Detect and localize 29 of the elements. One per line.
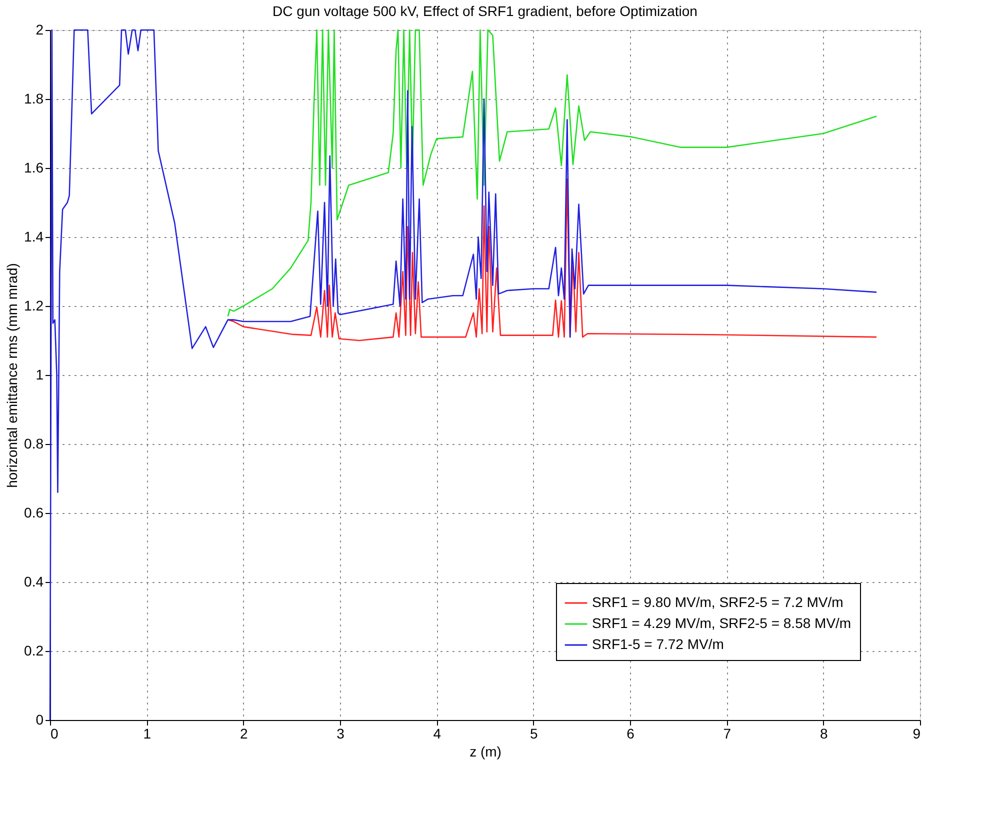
line-series (227, 178, 878, 342)
legend-label: SRF1 = 4.29 MV/m, SRF2-5 = 8.58 MV/m (592, 615, 852, 631)
y-tick-label: 0.6 (24, 504, 44, 520)
y-tick-label: 1.6 (24, 160, 44, 176)
y-tick-label: 2 (36, 22, 44, 38)
legend-label: SRF1-5 = 7.72 MV/m (592, 636, 724, 652)
x-tick-label: 7 (723, 726, 732, 742)
y-tick-label: 0.8 (24, 436, 44, 452)
x-tick-label: 5 (530, 726, 538, 742)
x-tick-label: 2 (240, 726, 248, 742)
line-series (227, 29, 878, 317)
y-tick-label: 1 (36, 366, 44, 382)
y-tick-label: 0.2 (24, 642, 44, 658)
y-tick-label: 1.2 (24, 298, 44, 314)
y-tick-label: 1.8 (24, 90, 44, 106)
chart-title: DC gun voltage 500 kV, Effect of SRF1 gradient, before Optimization (272, 3, 698, 19)
y-tick-label: 0.4 (24, 574, 44, 590)
y-axis-title: horizontal emittance rms (mm mrad) (4, 263, 20, 488)
x-tick-label: 3 (336, 726, 345, 742)
legend-label: SRF1 = 9.80 MV/m, SRF2-5 = 7.2 MV/m (592, 594, 844, 610)
x-tick-label: 4 (433, 726, 442, 742)
y-tick-label: 0 (36, 712, 44, 728)
x-axis-title: z (m) (470, 744, 502, 760)
x-tick-label: 1 (143, 726, 152, 742)
x-tick-label: 9 (912, 726, 921, 742)
x-tick-label: 6 (626, 726, 635, 742)
x-tick-label: 8 (820, 726, 828, 742)
x-tick-label: 0 (50, 726, 58, 742)
y-tick-label: 1.4 (24, 228, 44, 244)
